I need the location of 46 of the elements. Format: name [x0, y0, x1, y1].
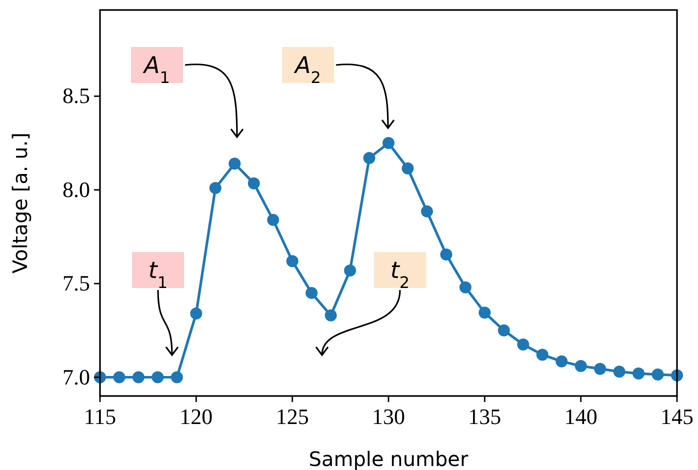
point [652, 368, 664, 380]
point [440, 248, 452, 261]
y-tick-label: 7.5 [62, 270, 90, 296]
point [556, 355, 568, 368]
y-tick-label: 8.5 [62, 83, 90, 108]
point [402, 162, 414, 174]
point [632, 368, 645, 380]
x-tick-label: 120 [180, 404, 213, 429]
x-tick-label: 125 [276, 404, 309, 429]
x-tick-label: 135 [468, 404, 502, 429]
point [132, 371, 144, 384]
annotation: A$_{1}$ [142, 53, 170, 86]
x-tick-label: 130 [372, 404, 405, 429]
point [382, 137, 394, 150]
x-tick-label: 140 [564, 404, 598, 429]
point [536, 348, 548, 361]
point [324, 309, 337, 322]
point [113, 371, 126, 384]
x-tick-label: 145 [660, 404, 694, 429]
y-tick-label: 7.0 [62, 364, 90, 390]
point [152, 371, 164, 384]
point [267, 214, 280, 226]
x-axis-title: Sample number [308, 447, 469, 470]
point [498, 324, 510, 336]
annotation: A$_{2}$ [293, 53, 321, 86]
point [170, 371, 183, 384]
annotation: t$_{2}$ [390, 258, 410, 292]
annotation: t$_{1}$ [148, 258, 168, 292]
point [363, 152, 376, 164]
point [517, 338, 530, 350]
point [344, 264, 356, 276]
point [594, 362, 606, 375]
point [459, 281, 472, 294]
point [209, 182, 222, 194]
point [286, 255, 298, 268]
point [478, 306, 491, 319]
point [574, 360, 587, 372]
x-tick-label: 115 [84, 404, 116, 429]
y-axis-title: Voltage [a. u.] [8, 132, 32, 274]
point [190, 308, 202, 320]
point [228, 158, 241, 170]
point [613, 366, 626, 378]
point [306, 286, 318, 299]
point [420, 205, 433, 218]
point [248, 177, 260, 190]
y-tick-label: 8.0 [62, 176, 90, 202]
